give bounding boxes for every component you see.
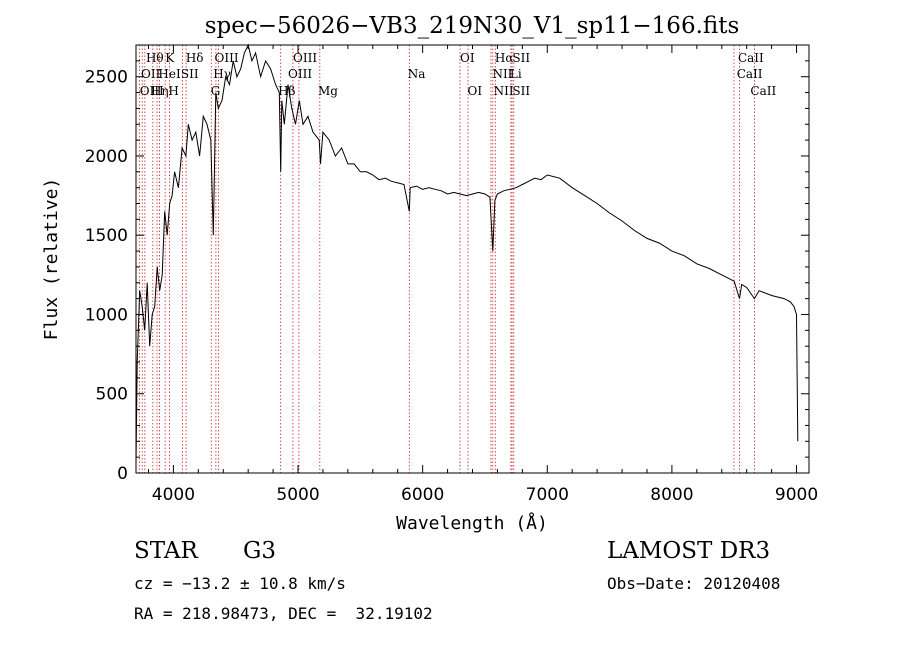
x-axis-ticks: 4000 5000 6000 7000 8000 9000 bbox=[147, 45, 818, 505]
line-label-r1-4: OIII bbox=[288, 67, 312, 81]
line-label-r1-8: CaII bbox=[737, 67, 763, 81]
line-label-r2-0: OIII bbox=[140, 84, 164, 98]
line-label-r2-8: SII bbox=[512, 84, 530, 98]
spectral-line-markers bbox=[138, 45, 755, 473]
redshift-text: cz = −13.2 ± 10.8 km/s bbox=[134, 574, 346, 593]
line-label-r0-1: K bbox=[165, 51, 175, 65]
line-label-r0-4: OIII bbox=[293, 51, 317, 65]
line-label-r2-6: OI bbox=[468, 84, 483, 98]
x-tick-label-3: 7000 bbox=[526, 485, 569, 505]
line-label-r1-0: OII bbox=[141, 67, 161, 81]
object-subclass: G3 bbox=[243, 538, 277, 564]
line-label-r1-2: SII bbox=[181, 67, 199, 81]
y-tick-label-2: 1000 bbox=[85, 305, 128, 325]
line-label-r1-1: HeI bbox=[158, 67, 181, 81]
x-tick-label-5: 9000 bbox=[775, 485, 818, 505]
line-label-r1-3: Hγ bbox=[213, 67, 231, 81]
survey-name: LAMOST DR3 bbox=[607, 538, 771, 564]
line-label-r2-4: Hβ bbox=[278, 84, 295, 98]
spectrum-chart: spec−56026−VB3_219N30_V1_sp11−166.fits H… bbox=[41, 13, 818, 534]
x-tick-label-1: 5000 bbox=[276, 485, 319, 505]
line-label-r0-0: Hθ bbox=[146, 51, 164, 65]
x-tick-label-0: 4000 bbox=[152, 485, 195, 505]
y-axis-ticks: 0 500 1000 1500 2000 2500 bbox=[85, 60, 809, 484]
flux-series-line bbox=[135, 43, 799, 466]
line-label-r0-7: SII bbox=[512, 51, 530, 65]
line-label-r2-9: CaII bbox=[750, 84, 776, 98]
line-label-r2-1: Hη bbox=[151, 84, 169, 98]
line-label-r0-3: OIII bbox=[215, 51, 239, 65]
observation-date: Obs−Date: 20120408 bbox=[607, 574, 781, 593]
y-tick-label-0: 0 bbox=[117, 464, 128, 484]
line-label-r0-8: CaII bbox=[738, 51, 764, 65]
line-label-r2-7: NII bbox=[494, 84, 514, 98]
y-axis-label: Flux (relative) bbox=[41, 178, 62, 341]
line-label-r1-6: NII bbox=[492, 67, 512, 81]
line-label-r2-5: Mg bbox=[318, 84, 338, 98]
line-label-r0-6: Hα bbox=[495, 51, 514, 65]
line-label-r1-7: Li bbox=[510, 67, 522, 81]
plot-frame bbox=[135, 44, 810, 474]
y-tick-label-4: 2000 bbox=[85, 147, 128, 167]
line-label-r1-5: Na bbox=[408, 67, 426, 81]
x-tick-label-2: 6000 bbox=[401, 485, 444, 505]
object-class: STAR bbox=[134, 538, 198, 564]
coordinates-text: RA = 218.98473, DEC = 32.19102 bbox=[134, 604, 433, 623]
chart-title: spec−56026−VB3_219N30_V1_sp11−166.fits bbox=[205, 13, 740, 39]
y-tick-label-1: 500 bbox=[96, 385, 128, 405]
line-label-r0-2: Hδ bbox=[186, 51, 204, 65]
x-axis-label: Wavelength (Å) bbox=[396, 512, 548, 534]
line-label-r0-5: OI bbox=[460, 51, 475, 65]
line-label-r2-3: G bbox=[211, 84, 221, 98]
y-tick-label-3: 1500 bbox=[85, 226, 128, 246]
line-label-r2-2: H bbox=[168, 84, 178, 98]
y-tick-label-5: 2500 bbox=[85, 68, 128, 88]
x-tick-label-4: 8000 bbox=[650, 485, 693, 505]
